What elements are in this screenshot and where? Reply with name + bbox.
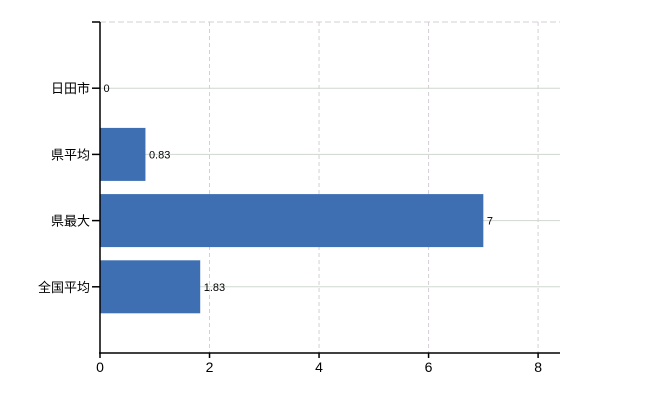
- category-label: 全国平均: [38, 280, 90, 295]
- category-label: 日田市: [51, 81, 90, 96]
- value-label: 7: [487, 216, 493, 228]
- x-tick-label: 4: [315, 359, 323, 375]
- category-label: 県最大: [51, 214, 90, 229]
- category-label: 県平均: [51, 147, 90, 162]
- x-tick-label: 8: [534, 359, 542, 375]
- value-label: 0: [104, 83, 110, 95]
- value-label: 0.83: [149, 149, 170, 161]
- bar: [100, 127, 146, 181]
- x-tick-label: 0: [96, 359, 104, 375]
- x-tick-label: 6: [425, 359, 433, 375]
- bar: [100, 260, 201, 314]
- bar: [100, 194, 484, 248]
- x-tick-label: 2: [206, 359, 214, 375]
- value-label: 1.83: [204, 282, 225, 294]
